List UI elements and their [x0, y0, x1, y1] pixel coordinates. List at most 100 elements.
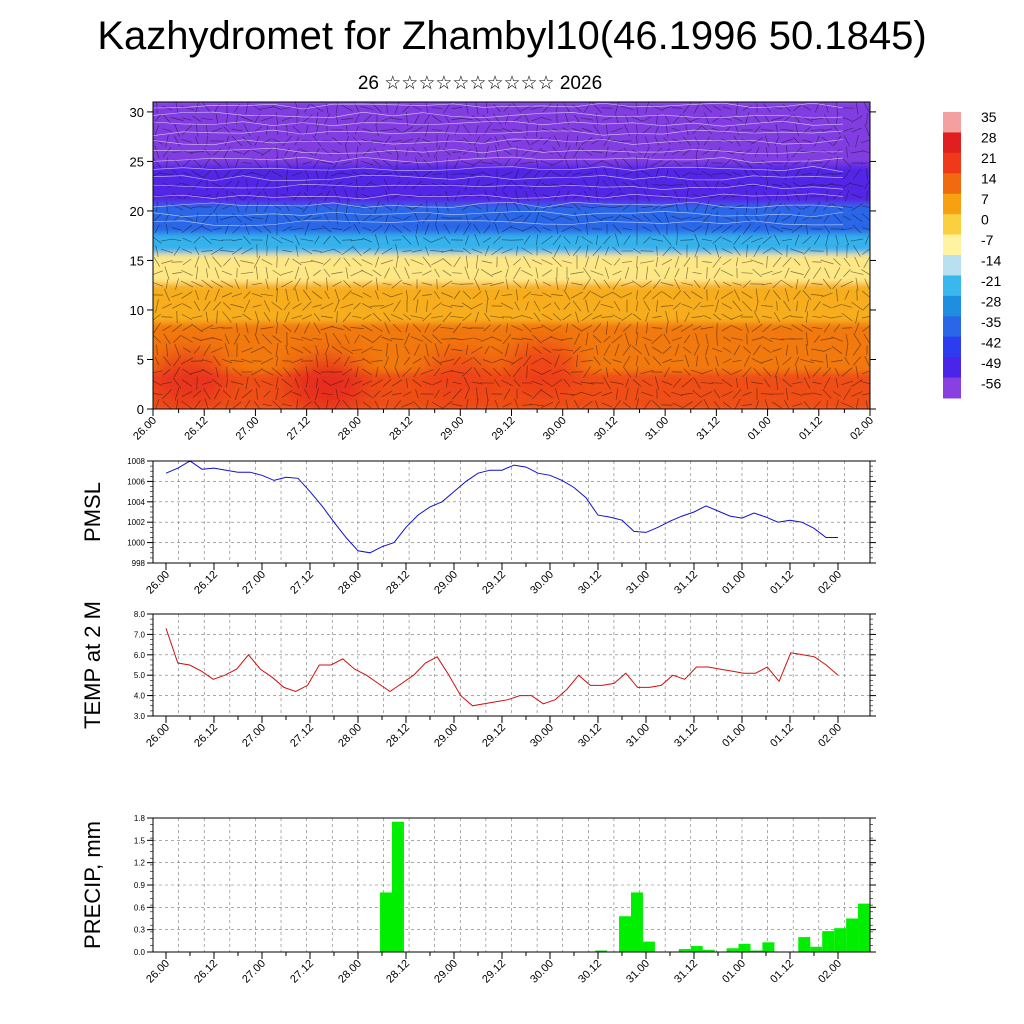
wind-barb	[231, 238, 243, 242]
wind-barb	[541, 379, 553, 387]
wind-barb	[772, 325, 782, 331]
wind-barb	[173, 355, 181, 367]
wind-barb	[380, 116, 394, 122]
wind-barb	[312, 281, 322, 287]
wind-barb	[645, 156, 649, 170]
wind-barb	[674, 278, 680, 290]
wind-barb	[434, 268, 440, 278]
wind-barb	[825, 233, 829, 247]
wind-barb	[404, 267, 410, 279]
wind-barb	[191, 225, 203, 233]
wind-barb	[833, 258, 841, 266]
wind-barb	[396, 156, 398, 170]
wind-barb	[721, 303, 733, 309]
wind-barb	[805, 190, 809, 202]
wind-barb	[722, 158, 732, 168]
wind-barb	[731, 325, 743, 331]
wind-barb	[574, 114, 580, 124]
wind-barb	[861, 269, 870, 276]
wind-barb	[434, 291, 440, 299]
wind-barb	[625, 378, 629, 388]
wind-barb	[574, 333, 580, 345]
wind-barb	[361, 346, 373, 354]
wind-barb	[570, 271, 584, 275]
wind-barb	[663, 137, 671, 145]
wind-barb	[244, 399, 251, 409]
wind-barb	[473, 224, 481, 234]
wind-barb	[562, 170, 572, 178]
precip-bar	[822, 931, 835, 952]
wind-barb	[862, 325, 870, 332]
wind-barb	[262, 334, 272, 344]
wind-barb	[506, 323, 508, 333]
wind-barb	[316, 202, 318, 212]
wind-barb	[442, 257, 452, 267]
wind-barb	[335, 102, 339, 114]
wind-barb	[560, 393, 574, 395]
wind-barb	[202, 169, 212, 179]
wind-barb	[302, 201, 312, 213]
wind-barb	[802, 139, 812, 143]
wind-barb	[752, 268, 762, 278]
wind-barb	[395, 355, 399, 367]
wind-barb	[673, 170, 681, 178]
wind-barb	[292, 258, 302, 266]
wind-barb	[512, 258, 522, 266]
wind-barb	[792, 168, 802, 180]
wind-barb	[841, 367, 853, 377]
wind-barb	[602, 117, 612, 121]
wind-barb	[371, 349, 383, 351]
wind-barb	[784, 267, 790, 279]
wind-barb	[165, 157, 169, 169]
wind-barb	[263, 312, 271, 322]
wind-barb	[431, 356, 443, 366]
page-subtitle: 26 ☆☆☆☆☆☆☆☆☆☆ 2026	[357, 73, 603, 94]
wind-barb	[172, 151, 182, 153]
wind-barb	[854, 322, 860, 334]
wind-barb	[260, 293, 274, 297]
wind-barb	[741, 139, 753, 143]
wind-barb	[294, 377, 300, 389]
wind-barb	[174, 123, 180, 137]
wind-barb	[504, 158, 510, 168]
wind-barb	[692, 325, 702, 331]
wind-barb	[290, 204, 304, 210]
wind-barb	[402, 235, 412, 245]
wind-barb	[791, 392, 803, 396]
wind-barb	[323, 268, 331, 278]
wind-barb	[465, 235, 469, 245]
wind-barb	[395, 255, 399, 269]
wind-barb	[433, 145, 441, 159]
wind-barb	[330, 326, 344, 330]
wind-barb	[223, 170, 231, 178]
streamline	[153, 166, 844, 173]
wind-barb	[813, 235, 821, 245]
wind-barb	[180, 280, 194, 288]
wind-barb	[782, 104, 792, 112]
wind-barb	[340, 346, 354, 354]
wind-barb	[362, 368, 372, 376]
wind-barb	[572, 192, 582, 200]
wind-barb	[700, 326, 714, 330]
wind-barb	[671, 360, 683, 362]
wind-barb	[741, 272, 753, 274]
wind-barb	[492, 324, 502, 332]
wind-barb	[215, 113, 219, 125]
wind-barb	[450, 370, 464, 374]
wind-barb	[181, 391, 193, 397]
y-tick-label: 5	[137, 352, 144, 367]
wind-barb	[863, 255, 870, 269]
wind-barb	[564, 191, 570, 201]
wind-barb	[541, 259, 553, 265]
wind-barb	[841, 312, 853, 322]
wind-barb	[704, 200, 710, 214]
wind-barb	[581, 312, 593, 322]
wind-barb	[683, 257, 691, 267]
wind-barb	[231, 128, 243, 132]
wind-barb	[676, 311, 678, 323]
wind-barb	[491, 336, 503, 342]
wind-barb	[412, 105, 422, 111]
wind-barb	[775, 191, 779, 201]
wind-barb	[382, 172, 392, 176]
wind-barb	[692, 389, 702, 399]
